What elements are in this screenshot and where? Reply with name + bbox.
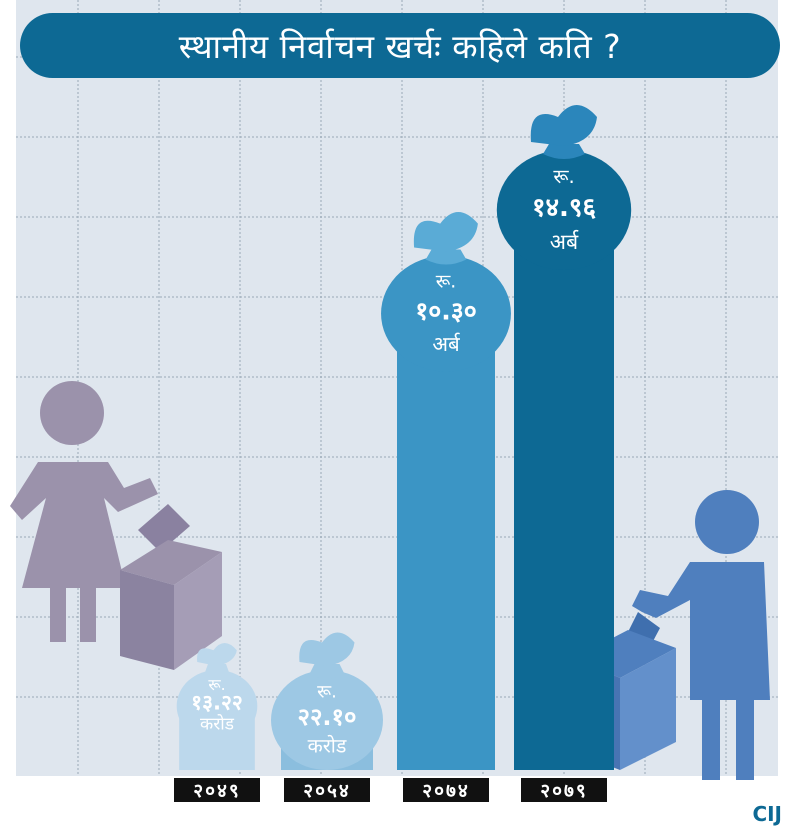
- unit-label: अर्ब: [550, 229, 579, 255]
- money-bag-knot: [197, 643, 237, 666]
- data-label: १३.२२: [191, 691, 243, 715]
- title-banner: स्थानीय निर्वाचन खर्चः कहिले कति ?: [20, 13, 780, 78]
- money-bag: [496, 150, 632, 270]
- tick-label: २०७९: [540, 780, 588, 802]
- money-bag-neck: [309, 664, 345, 679]
- money-bag: [271, 670, 383, 770]
- unit-label: करोड: [308, 735, 347, 758]
- currency-label: रू.: [553, 165, 574, 188]
- money-bag-knot: [413, 212, 478, 252]
- data-label: १४.९६: [532, 193, 596, 223]
- money-bag-neck: [543, 144, 585, 159]
- man-voter-icon: [632, 490, 770, 780]
- currency-label: रू.: [436, 271, 457, 292]
- unit-label: अर्ब: [432, 332, 460, 356]
- year-label-bg: [403, 778, 489, 802]
- cij-logo: CIJ: [752, 802, 782, 826]
- money-bag: [381, 255, 511, 372]
- year-label-bg: [521, 778, 607, 802]
- tick-label: २०७४: [422, 780, 470, 802]
- tick-label: २०५४: [303, 780, 351, 802]
- bar: [514, 210, 614, 770]
- currency-label: रू.: [317, 682, 337, 703]
- tick-label: २०४९: [193, 780, 241, 802]
- money-bag-base: [179, 706, 255, 770]
- data-label: १०.३०: [415, 296, 477, 325]
- data-label: २२.१०: [297, 703, 356, 731]
- money-bag-knot: [530, 105, 597, 146]
- unit-label: करोड: [200, 713, 235, 734]
- money-bag-knot: [299, 632, 355, 666]
- year-label-bg: [284, 778, 370, 802]
- ballot-box-icon: [120, 504, 222, 670]
- year-label-bg: [174, 778, 260, 802]
- currency-label: रू.: [208, 675, 225, 694]
- money-bag-neck: [204, 664, 230, 679]
- bar: [397, 313, 495, 770]
- year-labels-layer: २०४९ २०५४ २०७४ २०७९: [174, 778, 607, 802]
- money-bag-neck: [425, 249, 467, 265]
- chart-title: स्थानीय निर्वाचन खर्चः कहिले कति ?: [178, 27, 622, 66]
- bags-layer: रू.१३.२२करोडरू.२२.१०करोडरू.१०.३०अर्बरू.१…: [176, 105, 632, 770]
- woman-voter-icon: [10, 381, 158, 642]
